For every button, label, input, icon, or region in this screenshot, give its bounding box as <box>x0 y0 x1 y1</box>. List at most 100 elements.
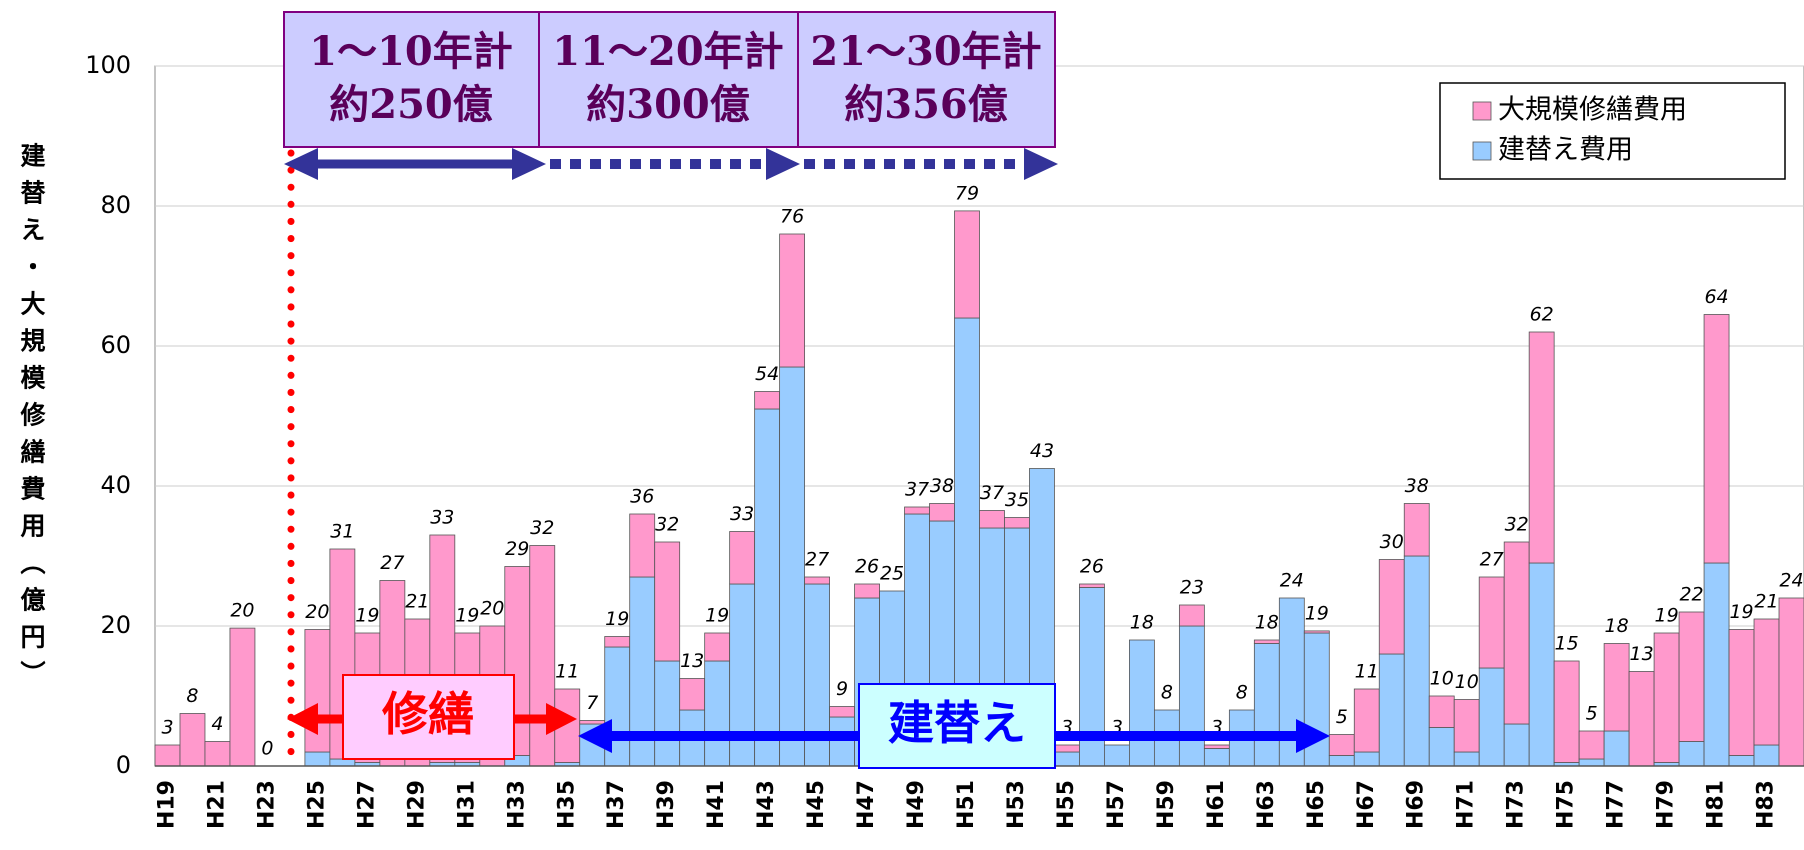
data-label: 19 <box>1305 602 1329 624</box>
data-label: 21 <box>1754 591 1778 613</box>
bar-segment <box>1203 748 1230 767</box>
bar-segment <box>1478 576 1505 669</box>
x-tick-label: H35 <box>554 780 579 829</box>
data-label: 8 <box>186 685 198 707</box>
data-label: 9 <box>836 678 848 700</box>
x-tick-label: H45 <box>804 780 829 829</box>
bar-segment <box>854 583 880 599</box>
bar-segment <box>579 720 606 725</box>
data-label: 26 <box>1080 556 1104 578</box>
bar-segment <box>1528 331 1555 564</box>
bar-segment <box>1728 629 1755 756</box>
data-label: 3 <box>161 717 173 739</box>
x-tick-label: H53 <box>1004 780 1029 829</box>
data-label: 20 <box>305 601 329 623</box>
period-box <box>283 11 540 148</box>
arrow-head <box>578 719 612 753</box>
x-tick-label: H49 <box>904 780 929 829</box>
data-label: 19 <box>605 608 629 630</box>
data-label: 18 <box>1255 612 1279 634</box>
bar-segment <box>1253 639 1280 644</box>
data-label: 27 <box>380 552 404 574</box>
data-label: 5 <box>1336 706 1348 728</box>
period-range: 11〜20年計 <box>552 28 783 75</box>
x-tick-label: H29 <box>404 780 429 829</box>
x-tick-label: H21 <box>204 780 229 829</box>
bar-segment <box>1353 688 1380 753</box>
data-label: 22 <box>1679 584 1703 606</box>
data-label: 54 <box>755 363 779 385</box>
y-tick-label: 60 <box>100 331 131 359</box>
bar-segment <box>1453 699 1480 753</box>
x-tick-label: H77 <box>1604 780 1629 829</box>
bar-segment <box>204 741 231 767</box>
data-label: 11 <box>555 661 579 683</box>
bar-segment <box>1403 503 1430 557</box>
bar-segment <box>704 660 731 767</box>
bar-segment <box>754 408 781 767</box>
bar-segment <box>779 233 806 368</box>
data-label: 37 <box>980 482 1004 504</box>
x-tick-label: H51 <box>954 780 979 829</box>
x-tick-label: H39 <box>654 780 679 829</box>
x-tick-label: H31 <box>454 780 479 829</box>
data-label: 18 <box>1130 612 1154 634</box>
x-tick-label: H37 <box>604 780 629 829</box>
bar-segment <box>829 716 855 767</box>
bar-segment <box>754 391 781 410</box>
data-label: 20 <box>480 598 504 620</box>
x-tick-label: H43 <box>754 780 779 829</box>
data-label: 19 <box>1654 605 1678 627</box>
x-tick-label: H55 <box>1054 780 1079 829</box>
bar-segment <box>1328 755 1355 767</box>
x-tick-label: H41 <box>704 780 729 829</box>
bar-segment <box>1778 597 1804 767</box>
bar-segment <box>804 576 830 585</box>
data-label: 37 <box>905 479 929 501</box>
data-label: 15 <box>1555 633 1579 655</box>
bar-segment <box>1378 653 1405 767</box>
data-label: 23 <box>1180 577 1204 599</box>
repair-box <box>342 674 515 760</box>
bar-segment <box>679 678 706 711</box>
x-tick-label: H57 <box>1104 780 1129 829</box>
bar-segment <box>1428 727 1455 767</box>
legend-box <box>1439 82 1786 180</box>
rebuild-box <box>858 683 1056 769</box>
data-label: 21 <box>405 591 429 613</box>
bar-segment <box>979 510 1005 529</box>
x-tick-label: H73 <box>1504 780 1529 829</box>
data-label: 62 <box>1530 304 1554 326</box>
y-tick-label: 20 <box>100 611 131 639</box>
x-tick-label: H65 <box>1304 780 1329 829</box>
bar-segment <box>1728 755 1755 767</box>
data-label: 64 <box>1704 286 1728 308</box>
period-box <box>538 11 799 148</box>
bar-segment <box>1703 314 1730 564</box>
bar-segment <box>1054 744 1080 753</box>
bar-segment <box>1653 632 1680 763</box>
bar-segment <box>304 751 331 767</box>
data-label: 11 <box>1355 661 1379 683</box>
arrow-head <box>546 703 577 735</box>
legend-label: 建替え費用 <box>1498 135 1633 166</box>
x-tick-label: H59 <box>1154 780 1179 829</box>
bar-segment <box>1253 643 1280 767</box>
bar-segment <box>1678 741 1705 767</box>
x-tick-label: H19 <box>154 780 179 829</box>
bar-segment <box>1428 695 1455 728</box>
bar-segment <box>904 506 930 515</box>
bar-segment <box>1378 559 1405 655</box>
data-label: 19 <box>455 605 479 627</box>
bar-segment <box>779 366 806 767</box>
bar-segment <box>1303 630 1330 634</box>
bar-segment <box>1678 611 1705 742</box>
bar-segment <box>654 541 681 662</box>
data-label: 38 <box>930 475 954 497</box>
period-range: 1〜10年計 <box>309 28 513 75</box>
period-amount: 約300億 <box>586 81 750 128</box>
legend-label: 大規模修繕費用 <box>1498 95 1687 126</box>
y-tick-label: 100 <box>85 51 131 79</box>
bar-segment <box>654 660 681 767</box>
